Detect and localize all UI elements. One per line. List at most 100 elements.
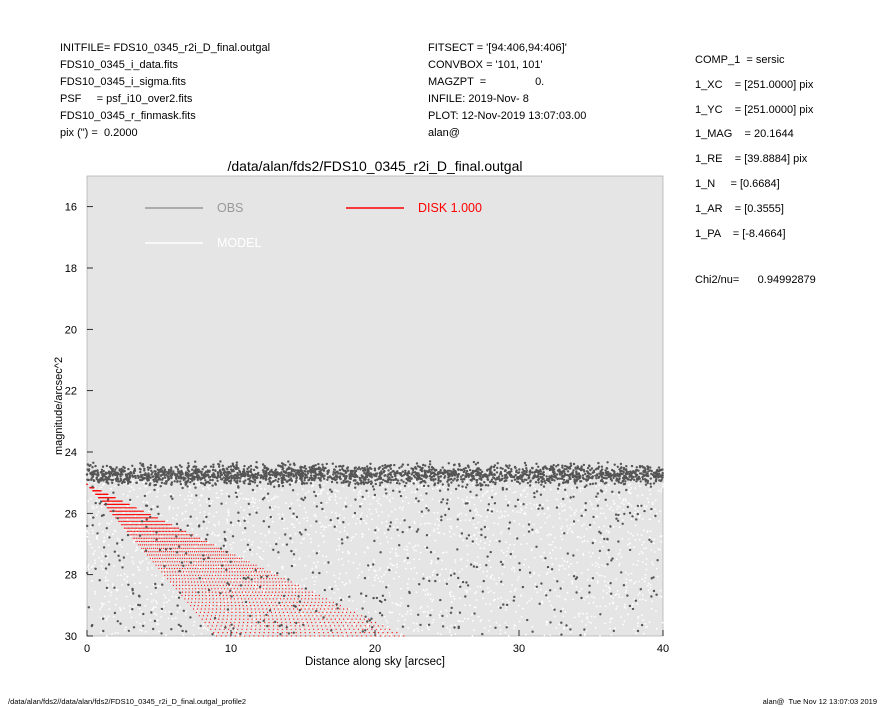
- model-point: [535, 503, 538, 506]
- model-point: [569, 527, 571, 530]
- disk-point: [157, 534, 159, 536]
- model-point: [648, 591, 651, 594]
- model-point: [297, 623, 300, 625]
- disk-point: [177, 571, 179, 573]
- model-point: [324, 605, 327, 608]
- model-point: [136, 528, 138, 531]
- model-point: [364, 498, 366, 501]
- disk-point: [254, 574, 256, 576]
- model-point: [243, 592, 246, 594]
- model-point: [145, 558, 148, 560]
- model-point: [468, 519, 471, 522]
- disk-point: [236, 588, 239, 590]
- model-point: [475, 599, 478, 601]
- disk-point: [168, 534, 170, 536]
- disk-point: [307, 601, 309, 603]
- model-point: [438, 532, 441, 534]
- obs-point: [179, 482, 183, 486]
- disk-point: [158, 551, 160, 553]
- disk-point: [177, 530, 179, 533]
- disk-point: [152, 517, 154, 519]
- disk-point: [235, 564, 237, 566]
- model-point: [507, 546, 510, 549]
- disk-point: [209, 601, 211, 603]
- obs-point: [555, 473, 559, 476]
- model-point: [572, 598, 575, 601]
- disk-point: [154, 557, 156, 560]
- model-point: [338, 548, 341, 551]
- disk-point: [185, 544, 187, 546]
- disk-point: [281, 628, 283, 630]
- disk-point: [216, 554, 218, 556]
- model-point: [299, 584, 301, 587]
- disk-point: [149, 537, 151, 539]
- disk-point: [173, 534, 175, 536]
- disk-point: [223, 551, 225, 553]
- disk-point: [355, 632, 357, 634]
- model-point: [623, 503, 625, 506]
- model-point: [612, 597, 615, 599]
- model-point: [163, 601, 166, 604]
- disk-point: [133, 514, 135, 516]
- model-point: [155, 614, 158, 616]
- model-point: [389, 558, 392, 560]
- disk-point: [124, 517, 126, 519]
- disk-point: [208, 591, 210, 593]
- disk-point: [243, 594, 245, 597]
- obs-point: [263, 466, 266, 470]
- model-point: [109, 501, 112, 504]
- disk-point: [308, 628, 310, 630]
- model-point: [661, 535, 663, 537]
- model-point: [206, 527, 208, 529]
- model-point: [401, 508, 404, 511]
- model-point: [106, 533, 109, 535]
- disk-point: [225, 584, 227, 587]
- model-point: [413, 558, 415, 561]
- model-point: [641, 594, 644, 596]
- disk-point: [181, 557, 183, 560]
- disk-point: [182, 547, 184, 549]
- disk-point: [222, 561, 224, 563]
- obs-point: [342, 481, 345, 484]
- model-point: [302, 594, 305, 596]
- model-point: [439, 610, 442, 613]
- disk-point: [209, 581, 211, 583]
- disk-point: [155, 561, 157, 563]
- model-point: [359, 514, 362, 517]
- disk-point: [86, 483, 88, 485]
- disk-point: [360, 625, 362, 627]
- obs-point: [91, 485, 94, 488]
- disk-point: [332, 605, 334, 607]
- disk-point: [326, 628, 328, 630]
- disk-point: [188, 540, 190, 543]
- model-point: [598, 483, 601, 486]
- disk-point: [266, 571, 268, 573]
- disk-point: [216, 557, 218, 560]
- model-point: [637, 617, 640, 620]
- disk-point: [259, 618, 261, 620]
- model-point: [643, 547, 646, 550]
- model-point: [149, 480, 152, 483]
- obs-point: [537, 465, 540, 468]
- model-point: [404, 619, 407, 621]
- model-point: [521, 509, 523, 511]
- model-point: [589, 500, 591, 503]
- model-point: [421, 484, 423, 487]
- disk-point: [261, 571, 263, 573]
- model-point: [275, 540, 278, 542]
- disk-point: [356, 615, 359, 617]
- model-point: [531, 532, 534, 534]
- model-point: [224, 542, 227, 545]
- model-point: [170, 528, 173, 531]
- model-point: [128, 484, 131, 487]
- model-point: [91, 546, 93, 549]
- disk-point: [281, 594, 283, 597]
- disk-point: [107, 493, 109, 495]
- disk-point: [210, 551, 212, 553]
- disk-point: [143, 517, 145, 519]
- model-point: [138, 569, 141, 572]
- model-point: [590, 555, 592, 558]
- disk-point: [247, 615, 249, 617]
- model-point: [465, 513, 467, 516]
- header-line: CONVBOX = '101, 101': [428, 59, 543, 71]
